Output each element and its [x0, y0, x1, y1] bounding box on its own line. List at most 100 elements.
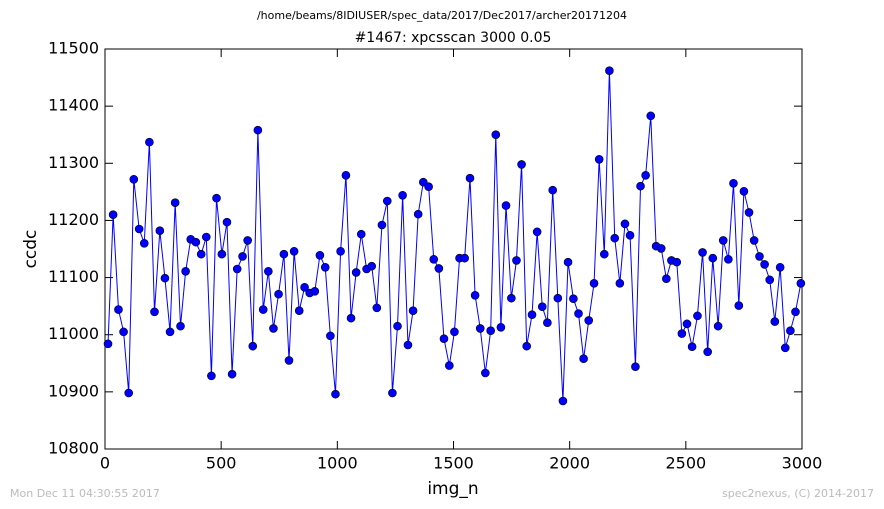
data-point	[749, 236, 759, 245]
data-point	[796, 278, 806, 288]
data-point	[693, 311, 702, 321]
data-point	[289, 246, 299, 256]
data-point	[212, 193, 221, 203]
data-point	[646, 111, 656, 121]
data-point	[496, 322, 506, 332]
data-point	[139, 238, 149, 248]
data-point	[765, 275, 775, 285]
data-point	[713, 321, 723, 331]
data-point	[119, 327, 128, 337]
data-point	[129, 174, 139, 184]
data-point	[207, 371, 216, 381]
data-point	[346, 313, 356, 323]
data-point	[274, 289, 283, 299]
data-point	[160, 273, 170, 283]
data-point	[165, 327, 175, 337]
x-axis-label: img_n	[427, 479, 478, 499]
data-point	[687, 342, 697, 352]
data-point	[615, 278, 625, 288]
data-point	[780, 343, 790, 353]
data-point	[450, 327, 459, 337]
data-point	[191, 237, 201, 247]
data-point	[445, 361, 454, 370]
data-point	[558, 396, 568, 406]
data-point	[300, 282, 309, 292]
data-point	[760, 260, 769, 269]
data-point	[403, 340, 413, 350]
data-point	[170, 198, 180, 208]
data-point	[620, 219, 630, 229]
data-point	[108, 210, 118, 220]
y-tick-label: 11100	[48, 267, 99, 286]
data-point	[553, 293, 563, 303]
data-point	[641, 170, 650, 180]
data-point	[315, 250, 325, 260]
data-point	[294, 306, 304, 316]
data-point	[388, 388, 397, 398]
data-point	[176, 321, 185, 331]
data-point	[103, 339, 113, 349]
data-point	[734, 301, 744, 310]
x-tick-label: 3000	[782, 454, 823, 473]
data-point	[491, 130, 501, 140]
y-tick-label: 10800	[48, 439, 99, 458]
data-point	[672, 257, 682, 267]
data-point	[744, 208, 754, 217]
data-point	[486, 326, 495, 336]
data-point	[196, 249, 206, 259]
data-point	[662, 274, 671, 284]
data-point	[739, 186, 749, 196]
data-point	[336, 246, 345, 256]
data-point	[114, 305, 123, 314]
data-point	[227, 369, 237, 379]
data-point	[599, 249, 609, 259]
data-point	[708, 253, 718, 263]
data-point	[729, 178, 738, 188]
y-tick-label: 11200	[48, 210, 99, 229]
data-point	[698, 248, 707, 257]
data-point	[631, 362, 640, 372]
data-point	[656, 244, 666, 253]
data-point	[279, 249, 289, 259]
y-tick-label: 11300	[48, 153, 99, 172]
suptitle: /home/beams/8IDIUSER/spec_data/2017/Dec2…	[257, 9, 627, 22]
data-point	[470, 290, 480, 300]
data-point	[269, 324, 278, 333]
x-tick-label: 0	[100, 454, 110, 473]
data-point	[367, 261, 377, 271]
data-point	[579, 354, 588, 364]
data-point	[326, 331, 335, 341]
data-point	[475, 324, 485, 333]
data-point	[522, 341, 531, 351]
data-point	[356, 229, 366, 239]
data-point	[413, 209, 423, 219]
data-point	[331, 389, 340, 399]
data-point	[351, 268, 361, 277]
data-point	[258, 305, 268, 314]
data-point	[537, 302, 547, 312]
data-point	[217, 249, 227, 259]
data-point	[393, 321, 402, 331]
data-point	[563, 257, 573, 267]
data-point	[429, 254, 439, 264]
data-point	[264, 266, 273, 276]
data-point	[124, 388, 133, 398]
y-tick-label: 10900	[48, 381, 99, 400]
data-point	[724, 254, 733, 264]
x-tick-label: 2000	[549, 454, 590, 473]
data-point	[574, 309, 583, 318]
data-point	[284, 356, 294, 365]
data-point	[222, 217, 232, 227]
data-point	[584, 316, 594, 325]
data-point	[770, 317, 780, 326]
data-point	[791, 307, 800, 317]
data-point	[532, 227, 542, 237]
data-point	[181, 266, 190, 276]
data-point	[755, 252, 764, 261]
data-point	[201, 232, 211, 242]
data-point	[636, 181, 645, 191]
data-point	[424, 182, 433, 192]
data-point	[569, 294, 578, 304]
